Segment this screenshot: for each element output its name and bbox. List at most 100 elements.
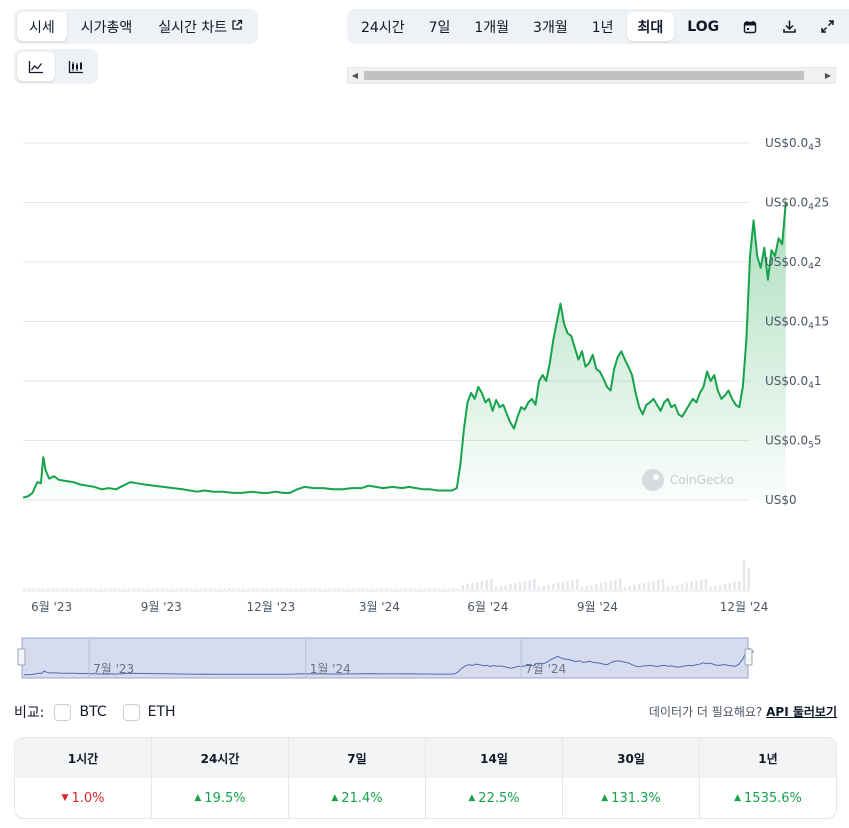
download-icon[interactable] <box>771 12 808 41</box>
volume-bar <box>442 588 446 590</box>
calendar-icon[interactable] <box>732 12 769 41</box>
volume-bar <box>485 580 488 590</box>
y-tick-label: US$0.041 <box>765 374 822 391</box>
volume-bar <box>113 588 117 590</box>
range-24h[interactable]: 24시간 <box>361 19 405 36</box>
volume-bar <box>266 588 269 590</box>
view-tabs: 시세 시가총액 실시간 차트 <box>14 9 259 44</box>
volume-bar <box>342 588 345 590</box>
volume-bar <box>452 588 455 590</box>
volume-bar <box>671 586 674 590</box>
expand-icon[interactable] <box>809 12 846 41</box>
candlestick-chart-button[interactable] <box>57 52 95 81</box>
compare-btc[interactable]: BTC <box>54 703 107 721</box>
volume-bar <box>347 588 350 590</box>
perf-change: ▲ 19.5% <box>194 790 246 806</box>
range-3m[interactable]: 3개월 <box>533 19 568 36</box>
volume-bar <box>75 588 78 590</box>
line-chart-button[interactable] <box>17 52 55 81</box>
tab-price[interactable]: 시세 <box>17 12 67 41</box>
volume-bar <box>142 588 145 590</box>
navigator-label: 7월 '23 <box>93 662 134 676</box>
volume-bar <box>447 588 450 590</box>
range-navigator[interactable]: 7월 '23 1월 '24 7월 '24 <box>14 635 754 680</box>
x-tick-label: 3월 '24 <box>359 600 400 614</box>
price-chart[interactable]: US$0 US$0.055 US$0.041 US$0.0415 US$0.042 US$… <box>0 100 849 620</box>
volume-bar <box>509 584 512 590</box>
volume-bar <box>42 588 45 590</box>
perf-period: 14일 <box>426 738 562 778</box>
perf-col-14d: 14일 ▲ 22.5% <box>426 738 563 818</box>
volume-bar <box>299 588 302 590</box>
volume-bar <box>318 588 322 590</box>
navigator-right-handle[interactable] <box>744 648 753 666</box>
volume-bar <box>695 581 698 590</box>
btc-checkbox[interactable] <box>54 703 72 721</box>
tab-live-chart-label: 실시간 차트 <box>158 19 228 36</box>
volume-bar <box>747 568 751 590</box>
volume-bar <box>437 588 441 590</box>
volume-bar <box>494 587 498 590</box>
volume-bar <box>70 588 74 590</box>
up-triangle-icon: ▲ <box>734 793 742 803</box>
perf-change: ▲ 131.3% <box>601 790 661 806</box>
range-7d[interactable]: 7일 <box>428 19 451 36</box>
volume-bar <box>514 583 517 590</box>
volume-bar <box>432 588 436 590</box>
down-triangle-icon: ▼ <box>61 793 69 803</box>
volume-bar <box>180 588 183 590</box>
volume-bar <box>623 587 627 590</box>
range-1m[interactable]: 1개월 <box>474 19 510 36</box>
tab-market-cap[interactable]: 시가총액 <box>69 12 145 41</box>
volume-bar <box>156 588 159 590</box>
log-toggle[interactable]: LOG <box>687 18 720 35</box>
volume-bar <box>614 580 617 590</box>
volume-bar <box>461 585 465 590</box>
chart-type-toggle <box>14 49 98 84</box>
scroll-left-arrow-icon[interactable]: ◀ <box>351 71 359 80</box>
eth-checkbox[interactable] <box>122 703 140 721</box>
y-tick-label: US$0.055 <box>765 434 822 451</box>
scroll-right-arrow-icon[interactable]: ▶ <box>824 71 832 80</box>
toolbar-scrollbar[interactable]: ◀ ▶ <box>347 67 836 84</box>
volume-bar <box>108 588 112 590</box>
y-tick-label: US$0.0415 <box>765 315 829 332</box>
tab-market-cap-label: 시가총액 <box>80 19 133 36</box>
volume-bar <box>127 588 131 590</box>
volume-bar <box>542 586 546 590</box>
range-max[interactable]: 최대 <box>626 12 675 41</box>
x-tick-label: 6월 '23 <box>31 600 72 614</box>
eth-label: ETH <box>147 704 176 720</box>
volume-bar <box>232 588 236 590</box>
volume-bar <box>404 588 407 590</box>
volume-bar <box>375 588 379 590</box>
x-tick-label: 12월 '23 <box>247 600 296 614</box>
volume-bar <box>418 588 422 590</box>
volume-bar <box>275 588 279 590</box>
perf-period: 1년 <box>700 738 836 778</box>
volume-bar <box>242 588 245 590</box>
volume-bar <box>575 579 579 590</box>
volume-bar <box>642 583 646 590</box>
volume-bar <box>170 588 174 590</box>
volume-bar <box>423 588 426 590</box>
volume-bar <box>647 582 651 590</box>
navigator-left-handle[interactable] <box>17 648 26 666</box>
volume-bar <box>332 588 336 590</box>
range-1y[interactable]: 1년 <box>591 19 614 36</box>
volume-bar <box>175 588 179 590</box>
volume-bar <box>552 584 555 590</box>
volume-bar <box>604 582 608 590</box>
volume-bar <box>585 586 589 590</box>
api-link[interactable]: API 둘러보기 <box>766 705 837 719</box>
tab-live-chart[interactable]: 실시간 차트 <box>146 12 255 41</box>
volume-bar <box>728 583 732 590</box>
more-data-prompt: 데이터가 더 필요해요? API 둘러보기 <box>649 703 837 720</box>
volume-bar <box>65 588 69 590</box>
volume-bar <box>218 588 221 590</box>
compare-eth[interactable]: ETH <box>122 703 176 721</box>
scrollbar-thumb[interactable] <box>364 71 804 80</box>
volume-bar <box>394 588 398 590</box>
volume-bar <box>490 579 493 590</box>
perf-col-30d: 30일 ▲ 131.3% <box>563 738 700 818</box>
